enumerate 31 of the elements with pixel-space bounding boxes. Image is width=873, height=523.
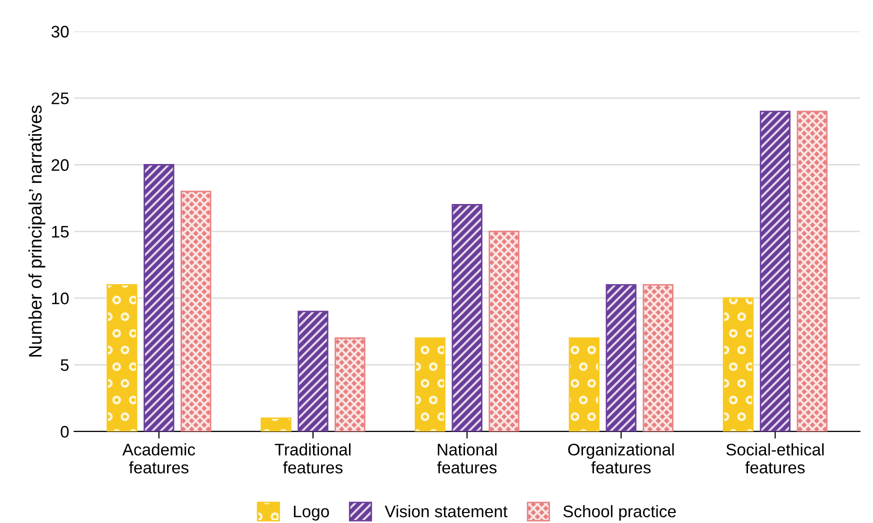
bar: [144, 164, 174, 432]
bar: [722, 297, 754, 432]
y-axis-title: Number of principals’ narratives: [28, 105, 46, 357]
bar: [298, 310, 328, 432]
x-tick-label: Academic features: [122, 443, 196, 474]
legend-label: School practice: [563, 505, 676, 521]
y-tick-label: 25: [52, 92, 69, 104]
x-tick-label: Organizational features: [568, 443, 674, 474]
bar: [642, 284, 674, 432]
bar: [334, 337, 366, 432]
bar: [606, 284, 636, 432]
bar: [106, 284, 138, 432]
legend-label: Vision statement: [384, 505, 508, 518]
y-tick-label: 10: [52, 292, 69, 304]
y-tick-label: 20: [52, 159, 69, 171]
bar: [452, 204, 482, 432]
y-tick-label: 5: [60, 359, 69, 371]
bar: [568, 337, 600, 432]
y-tick-label: 15: [52, 226, 69, 238]
x-tick-label: Social-ethical features: [726, 443, 824, 474]
bar: [180, 190, 212, 432]
bar: [260, 417, 292, 432]
x-tick-label: National features: [437, 443, 497, 474]
bar: [796, 110, 828, 432]
y-tick-label: 0: [60, 426, 69, 438]
bar: [414, 337, 446, 432]
legend-label: Logo: [294, 506, 329, 521]
x-tick-label: Traditional features: [274, 443, 350, 474]
bar: [760, 110, 791, 432]
y-tick-label: 30: [51, 26, 69, 38]
bar: [488, 230, 520, 432]
